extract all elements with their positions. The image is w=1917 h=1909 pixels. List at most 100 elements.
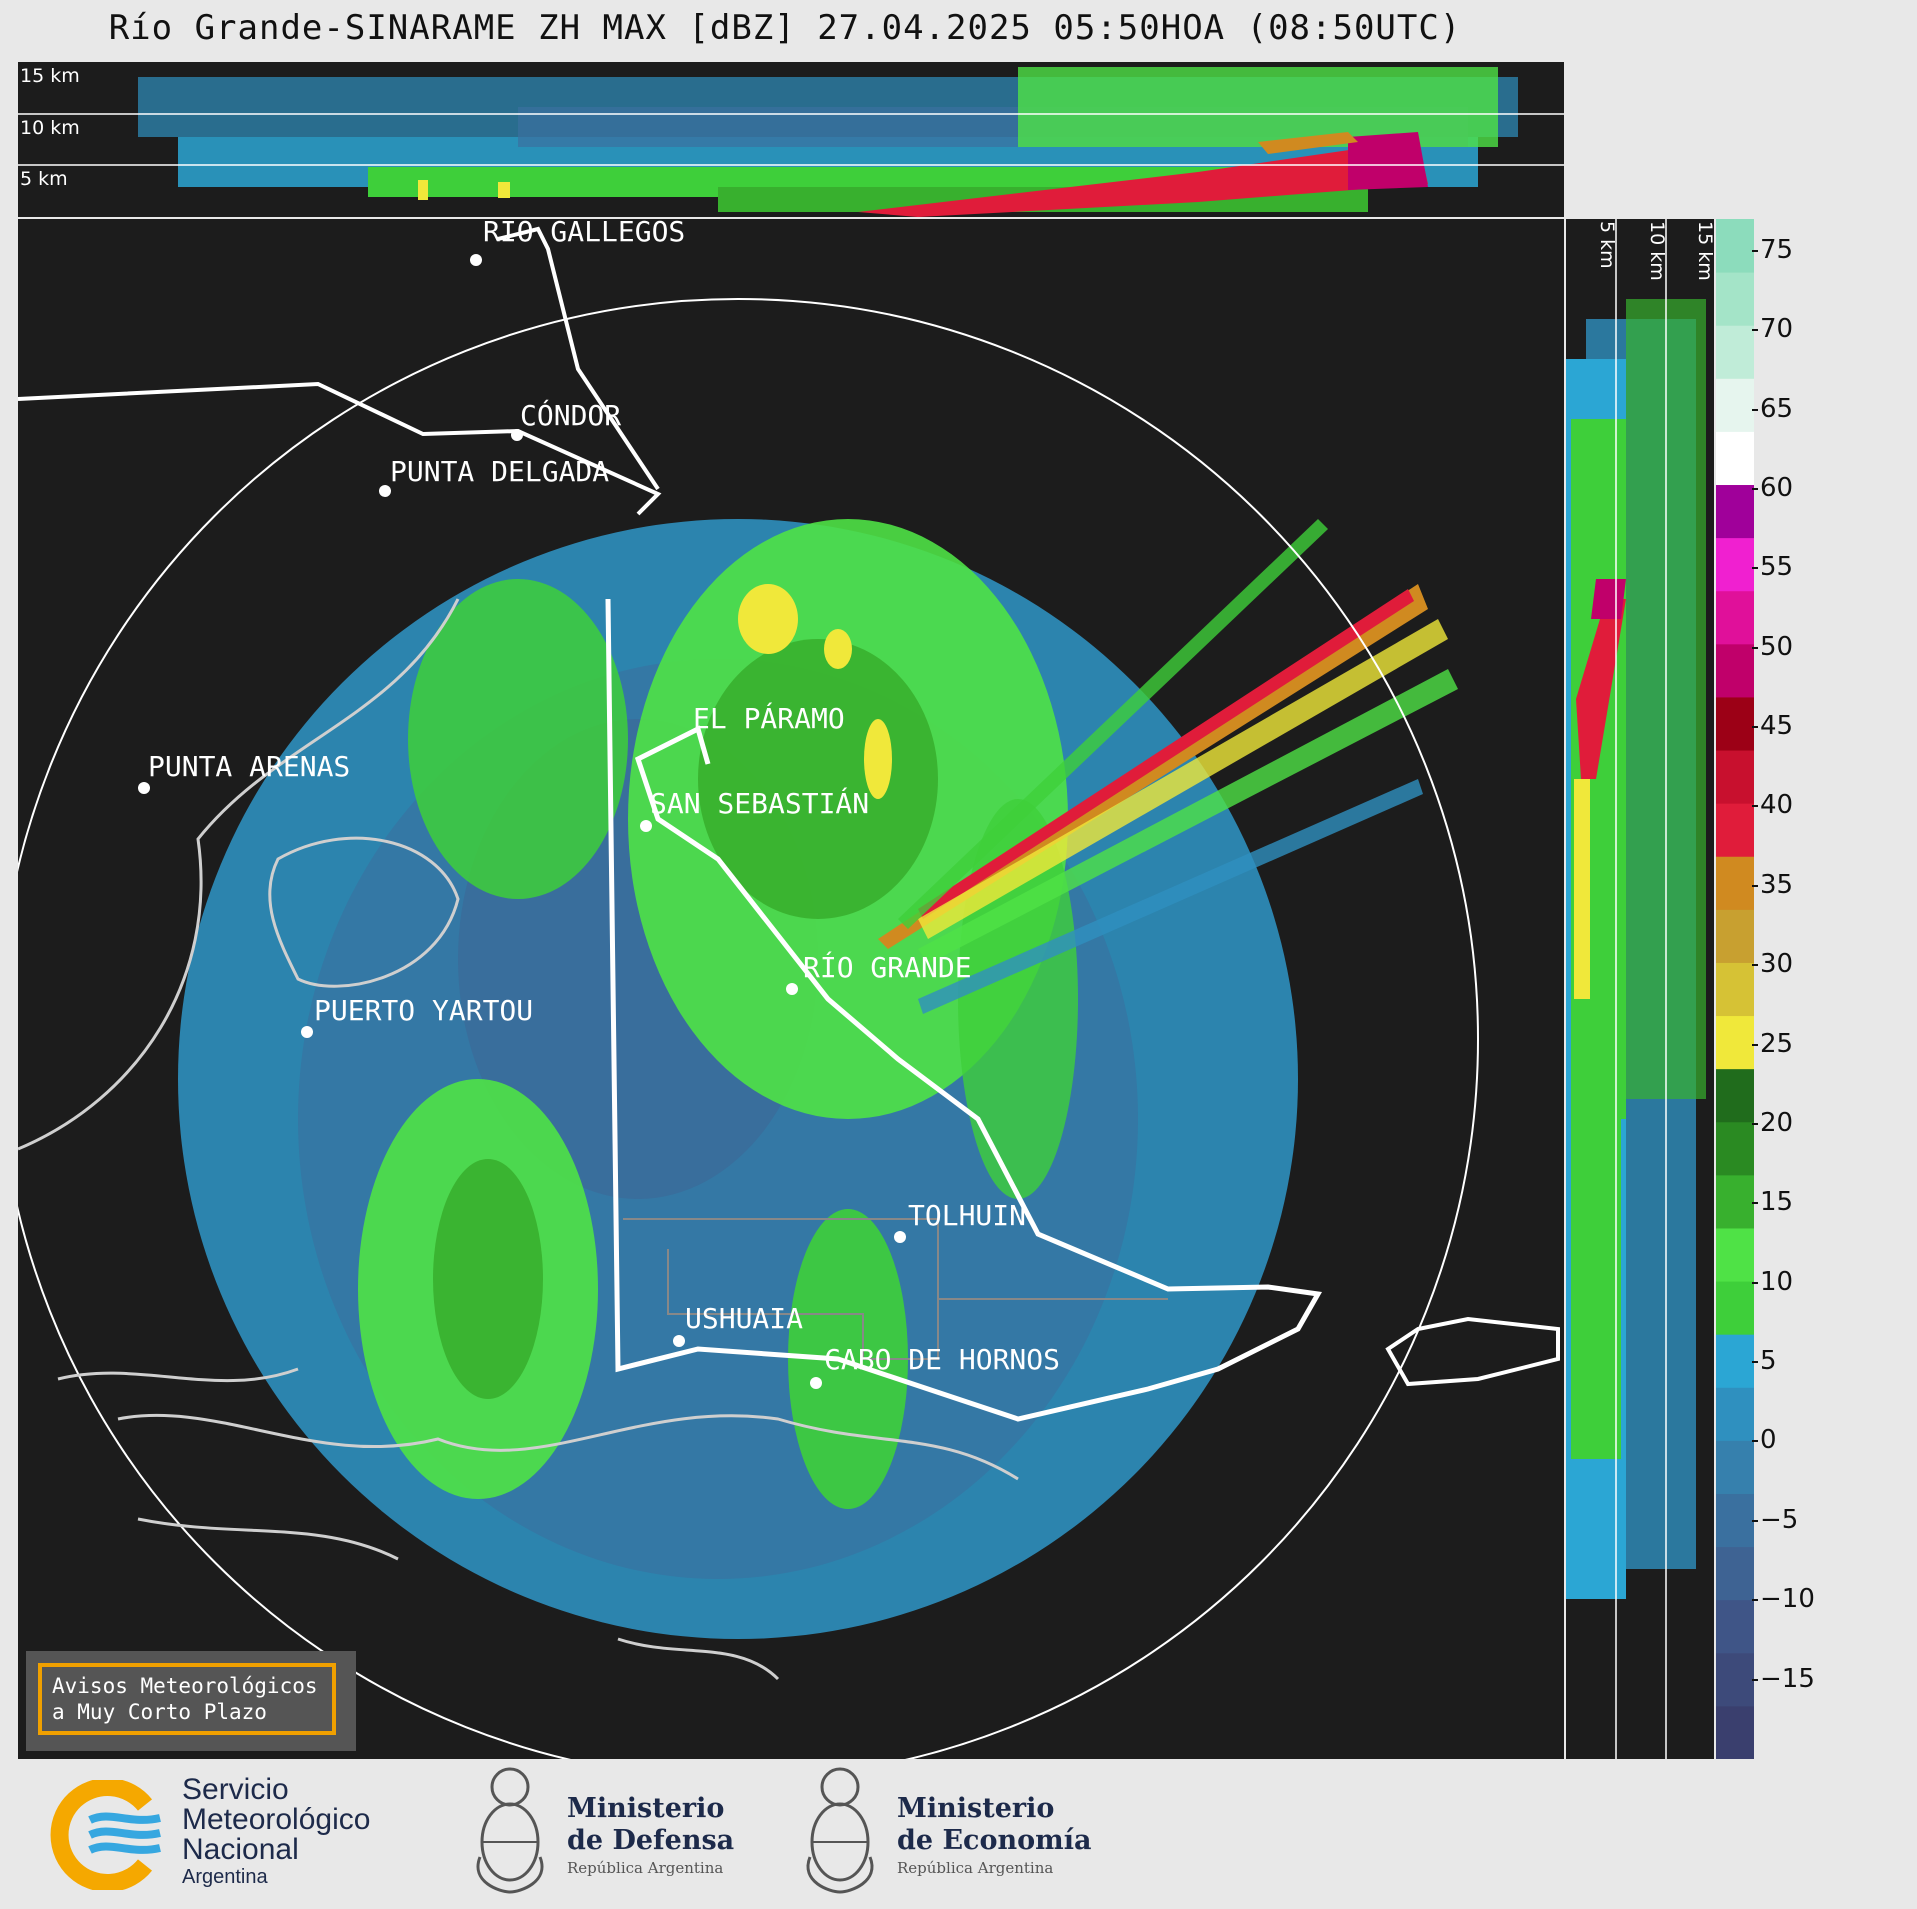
city-label-condor: CÓNDOR xyxy=(520,399,622,432)
colorbar-band xyxy=(1716,1387,1754,1441)
colorbar-band xyxy=(1716,1652,1754,1707)
city-dot xyxy=(640,820,652,832)
colorbar-band xyxy=(1716,1705,1754,1760)
city-dot xyxy=(379,485,391,497)
colorbar-band xyxy=(1716,909,1754,963)
colorbar-tick-label: 10 xyxy=(1751,1266,1794,1297)
colorbar-band xyxy=(1716,272,1754,326)
economia-logo-text: Ministerio de Economía República Argenti… xyxy=(897,1793,1091,1879)
colorbar-tick-label: 45 xyxy=(1751,711,1794,742)
colorbar-band xyxy=(1716,750,1754,804)
economia-line-1: Ministerio xyxy=(897,1793,1055,1824)
city-label-rio-grande: RÍO GRANDE xyxy=(803,951,972,984)
height-label-10km: 10 km xyxy=(1646,221,1668,281)
city-dot xyxy=(511,429,523,441)
city-label-rio-gallegos: RÍO GALLEGOS xyxy=(483,219,686,248)
smn-line-1: Servicio xyxy=(182,1773,289,1806)
defensa-logo-text: Ministerio de Defensa República Argentin… xyxy=(567,1793,734,1879)
colorbar-tick-label: 65 xyxy=(1751,393,1794,424)
colorbar-tick-label: 55 xyxy=(1751,552,1794,583)
colorbar-tick-label: 20 xyxy=(1751,1107,1794,1138)
colorbar-band xyxy=(1716,696,1754,751)
smn-line-4: Argentina xyxy=(182,1866,268,1888)
chart-title: Río Grande-SINARAME ZH MAX [dBZ] 27.04.2… xyxy=(108,8,1462,48)
colorbar-band xyxy=(1716,431,1754,486)
smn-logo-text: Servicio Meteorológico Nacional Argentin… xyxy=(182,1775,370,1889)
colorbar-band xyxy=(1716,643,1754,698)
smn-line-2: Meteorológico xyxy=(182,1803,371,1836)
warning-box[interactable]: Avisos Meteorológicos a Muy Corto Plazo xyxy=(26,1651,356,1751)
warning-line-1: Avisos Meteorológicos xyxy=(52,1674,318,1698)
colorbar-band xyxy=(1716,1174,1754,1229)
height-label-15km: 15 km xyxy=(1694,221,1714,281)
colorbar-band xyxy=(1716,1281,1754,1335)
colorbar-band xyxy=(1716,1015,1754,1070)
coat-of-arms-icon xyxy=(476,1767,544,1894)
colorbar-tick-label: 0 xyxy=(1752,1425,1777,1456)
colorbar-tick-label: −10 xyxy=(1752,1584,1815,1615)
economia-line-3: República Argentina xyxy=(897,1859,1054,1877)
colorbar-tick-label: −15 xyxy=(1752,1663,1815,1694)
warning-line-2: a Muy Corto Plazo xyxy=(52,1700,267,1724)
colorbar xyxy=(1716,219,1754,1760)
city-dot xyxy=(810,1377,822,1389)
defensa-line-2: de Defensa xyxy=(567,1825,735,1856)
smn-line-3: Nacional xyxy=(182,1833,299,1866)
economia-line-2: de Economía xyxy=(897,1825,1092,1856)
coat-of-arms-icon xyxy=(806,1767,874,1894)
colorbar-band xyxy=(1716,325,1754,379)
colorbar-band xyxy=(1716,1068,1754,1123)
radar-map: RÍO GALLEGOS CÓNDOR PUNTA DELGADA EL PÁR… xyxy=(18,219,1564,1759)
radar-echo-layer xyxy=(18,226,1560,1759)
colorbar-band xyxy=(1716,537,1754,592)
colorbar-tick-label: 30 xyxy=(1751,949,1794,980)
defensa-line-1: Ministerio xyxy=(567,1793,725,1824)
colorbar-tick-label: 70 xyxy=(1751,314,1794,345)
colorbar-band xyxy=(1716,803,1754,857)
colorbar-band xyxy=(1716,1599,1754,1654)
city-label-punta-arenas: PUNTA ARENAS xyxy=(148,750,351,783)
city-label-el-paramo: EL PÁRAMO xyxy=(693,702,845,735)
city-label-punta-delgada: PUNTA DELGADA xyxy=(390,455,610,488)
colorbar-band xyxy=(1716,590,1754,645)
colorbar-tick-label: 5 xyxy=(1752,1346,1777,1377)
top-cross-section-echo xyxy=(18,67,1564,217)
height-label-5km: 5 km xyxy=(1596,221,1618,269)
city-dot xyxy=(786,983,798,995)
colorbar-band xyxy=(1716,1440,1754,1494)
colorbar-tick-label: 25 xyxy=(1751,1028,1794,1059)
colorbar-band xyxy=(1716,219,1754,273)
side-cross-section-echo xyxy=(1566,219,1706,1759)
city-dot xyxy=(301,1026,313,1038)
city-label-ushuaia: USHUAIA xyxy=(685,1302,804,1335)
height-label-10km: 10 km xyxy=(20,117,80,139)
city-label-tolhuin: TOLHUIN xyxy=(908,1199,1027,1232)
colorbar-band xyxy=(1716,1227,1754,1282)
colorbar-tick-label: −5 xyxy=(1751,1504,1799,1535)
colorbar-tick-label: 40 xyxy=(1751,790,1794,821)
city-dot xyxy=(673,1335,685,1347)
city-dot xyxy=(894,1231,906,1243)
smn-logo-icon xyxy=(50,1780,161,1890)
colorbar-band xyxy=(1716,1546,1754,1601)
colorbar-band xyxy=(1716,1493,1754,1548)
top-cross-section: 15 km 10 km 5 km xyxy=(18,62,1564,217)
colorbar-band xyxy=(1716,856,1754,910)
colorbar-tick-label: 15 xyxy=(1751,1187,1794,1218)
city-label-san-sebastian: SAN SEBASTIÁN xyxy=(650,787,870,820)
colorbar-band xyxy=(1716,1121,1754,1176)
city-label-puerto-yartou: PUERTO YARTOU xyxy=(314,994,534,1027)
city-dot xyxy=(470,254,482,266)
side-cross-section: 5 km 10 km 15 km xyxy=(1566,219,1714,1759)
colorbar-tick-label: 50 xyxy=(1751,631,1794,662)
colorbar-band xyxy=(1716,378,1754,432)
colorbar-band xyxy=(1716,484,1754,539)
city-label-cabo-de-hornos: CABO DE HORNOS xyxy=(824,1343,1061,1376)
colorbar-tick-label: 75 xyxy=(1751,234,1794,265)
height-label-15km: 15 km xyxy=(20,65,80,87)
colorbar-tick-label: 60 xyxy=(1751,472,1794,503)
colorbar-band xyxy=(1716,1334,1754,1388)
warning-link[interactable]: Avisos Meteorológicos a Muy Corto Plazo xyxy=(38,1663,336,1735)
colorbar-band xyxy=(1716,962,1754,1017)
defensa-line-3: República Argentina xyxy=(567,1859,724,1877)
